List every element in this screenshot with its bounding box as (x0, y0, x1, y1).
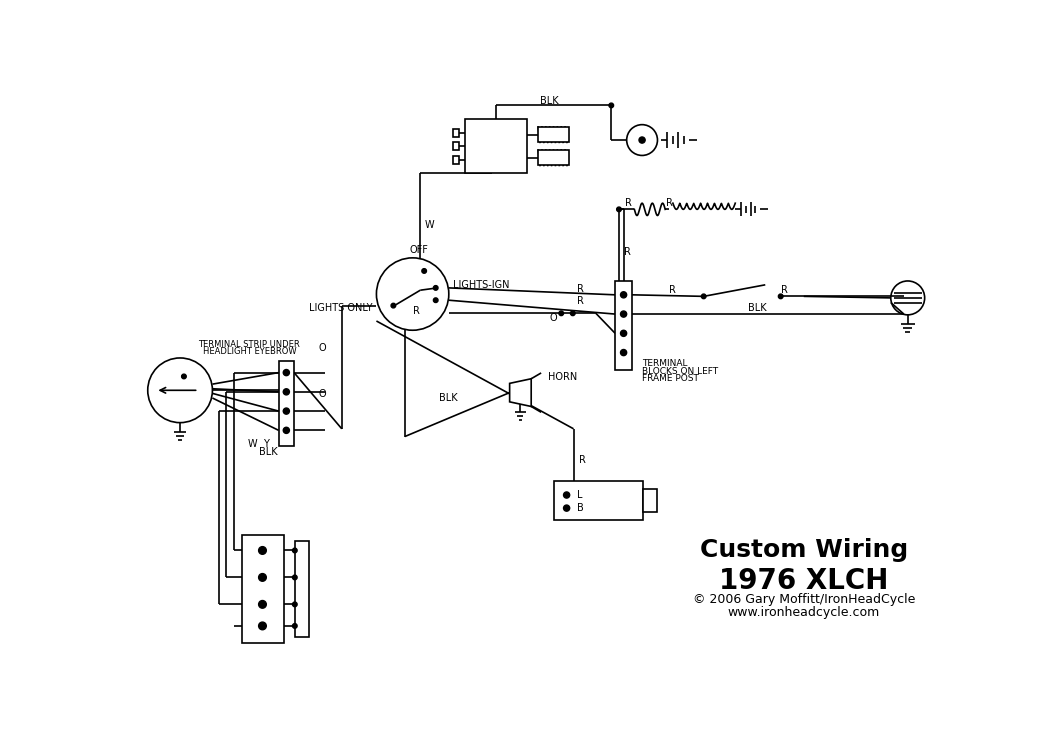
Bar (538, 127, 569, 142)
Text: R: R (781, 285, 788, 296)
Circle shape (701, 294, 706, 298)
Text: LIGHTS ONLY: LIGHTS ONLY (309, 303, 373, 313)
Circle shape (778, 294, 783, 298)
Circle shape (284, 370, 290, 376)
Text: BLOCKS ON LEFT: BLOCKS ON LEFT (643, 367, 718, 376)
Text: R: R (578, 296, 584, 306)
Text: W: W (248, 440, 257, 449)
Bar (242, 535, 284, 643)
Text: R: R (666, 198, 672, 208)
Circle shape (284, 408, 290, 414)
Text: HORN: HORN (548, 372, 578, 382)
Circle shape (258, 574, 267, 581)
Text: TERMINAL STRIP UNDER: TERMINAL STRIP UNDER (198, 340, 300, 349)
Circle shape (434, 286, 438, 290)
Text: R: R (625, 198, 632, 208)
Text: LIGHTS-IGN: LIGHTS-IGN (453, 280, 509, 290)
Bar (453, 129, 459, 136)
Circle shape (564, 492, 570, 498)
Bar (554, 482, 643, 520)
Bar (295, 542, 309, 637)
Bar (278, 361, 294, 446)
Bar (643, 489, 656, 512)
Text: BLK: BLK (749, 303, 766, 313)
Text: R: R (579, 454, 586, 464)
Text: © 2006 Gary Moffitt/IronHeadCycle: © 2006 Gary Moffitt/IronHeadCycle (693, 593, 915, 606)
Text: O: O (319, 389, 327, 399)
Bar (465, 119, 527, 173)
Bar (453, 156, 459, 164)
Text: R: R (670, 285, 676, 296)
Circle shape (293, 575, 297, 580)
Circle shape (284, 388, 290, 395)
Circle shape (391, 303, 396, 308)
Circle shape (616, 207, 622, 212)
Circle shape (434, 298, 438, 302)
Circle shape (621, 292, 627, 298)
Text: R: R (624, 247, 630, 256)
Circle shape (559, 311, 564, 316)
Circle shape (639, 137, 645, 143)
Text: W: W (425, 220, 435, 230)
Bar (538, 150, 569, 166)
Text: FRAME POST: FRAME POST (643, 374, 699, 383)
Circle shape (284, 427, 290, 433)
Bar (453, 142, 459, 150)
Text: www.ironheadcycle.com: www.ironheadcycle.com (728, 605, 880, 619)
Text: Custom Wiring: Custom Wiring (699, 538, 908, 562)
Circle shape (258, 547, 267, 554)
Circle shape (621, 311, 627, 317)
Text: 1976 XLCH: 1976 XLCH (719, 567, 888, 596)
Text: OFF: OFF (410, 245, 428, 255)
Circle shape (609, 103, 613, 108)
Circle shape (293, 548, 297, 553)
Text: BLK: BLK (439, 393, 458, 403)
Circle shape (258, 622, 267, 630)
Circle shape (258, 601, 267, 608)
Text: O: O (319, 343, 327, 353)
Circle shape (570, 311, 575, 316)
Text: BLK: BLK (259, 447, 278, 457)
Circle shape (293, 623, 297, 628)
Text: Y: Y (264, 440, 269, 449)
Text: B: B (578, 503, 584, 513)
Circle shape (621, 350, 627, 355)
Circle shape (293, 602, 297, 607)
Text: R: R (413, 306, 420, 316)
Circle shape (564, 505, 570, 512)
Circle shape (422, 268, 426, 273)
Bar (615, 281, 632, 370)
Circle shape (621, 330, 627, 337)
Circle shape (182, 374, 186, 379)
Text: BLK: BLK (541, 96, 559, 106)
Text: O: O (550, 313, 558, 323)
Text: L: L (578, 490, 583, 500)
Text: R: R (578, 284, 584, 294)
Text: HEADLIGHT EYEBROW: HEADLIGHT EYEBROW (203, 347, 296, 356)
Text: TERMINAL: TERMINAL (643, 358, 688, 368)
Polygon shape (509, 379, 531, 406)
